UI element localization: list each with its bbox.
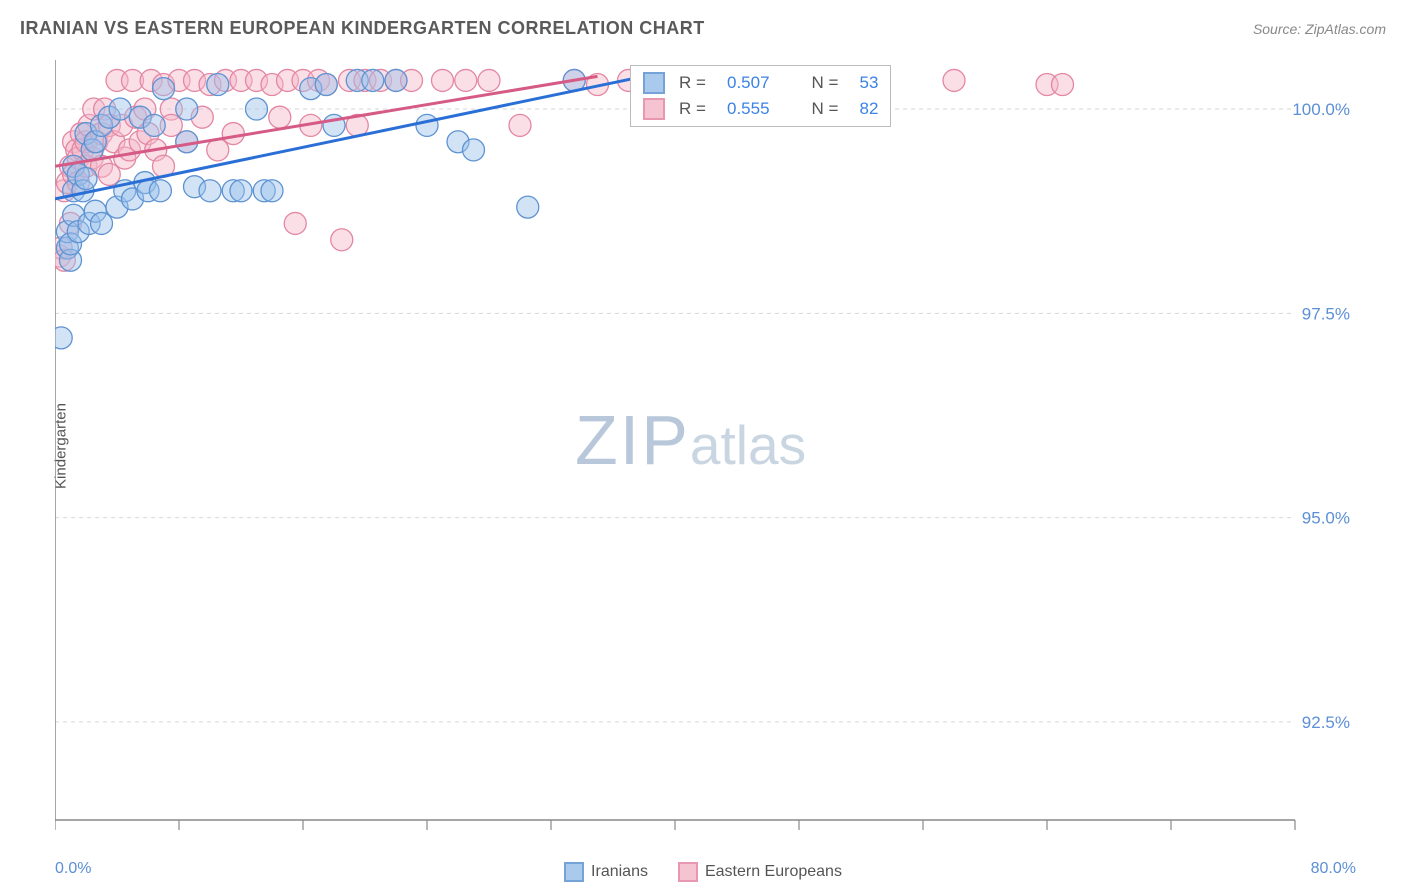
svg-text:97.5%: 97.5% <box>1302 304 1350 323</box>
series-legend: Iranians Eastern Europeans <box>0 862 1406 882</box>
svg-text:100.0%: 100.0% <box>1292 100 1350 119</box>
source-label: Source: ZipAtlas.com <box>1253 21 1386 37</box>
stats-legend: R =0.507 N =53 R =0.555 N =82 <box>630 65 891 127</box>
svg-text:95.0%: 95.0% <box>1302 509 1350 528</box>
chart-title: IRANIAN VS EASTERN EUROPEAN KINDERGARTEN… <box>20 18 705 39</box>
svg-text:92.5%: 92.5% <box>1302 713 1350 732</box>
legend-row: R =0.507 N =53 <box>643 72 878 94</box>
scatter-chart: 92.5% 95.0% 97.5% 100.0% <box>55 60 1355 830</box>
legend-item: Eastern Europeans <box>678 862 842 882</box>
legend-item: Iranians <box>564 862 648 882</box>
chart-area: 92.5% 95.0% 97.5% 100.0% R =0.507 N =53 R =… <box>55 60 1355 830</box>
legend-row: R =0.555 N =82 <box>643 98 878 120</box>
